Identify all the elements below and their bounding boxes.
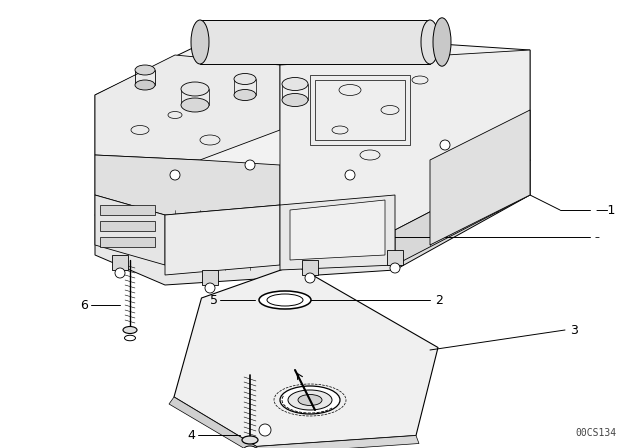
- Text: 2: 2: [435, 293, 443, 306]
- Ellipse shape: [433, 18, 451, 66]
- Polygon shape: [174, 265, 438, 447]
- Ellipse shape: [244, 446, 256, 448]
- Polygon shape: [395, 160, 530, 265]
- Polygon shape: [200, 20, 430, 64]
- Polygon shape: [202, 270, 218, 285]
- Polygon shape: [100, 237, 155, 247]
- Text: 3: 3: [570, 323, 578, 336]
- Ellipse shape: [298, 395, 322, 405]
- Polygon shape: [100, 205, 155, 215]
- Text: 6: 6: [80, 298, 88, 311]
- Polygon shape: [95, 155, 280, 215]
- Polygon shape: [112, 255, 128, 270]
- Polygon shape: [169, 397, 257, 448]
- Ellipse shape: [123, 327, 137, 333]
- Text: 00CS134: 00CS134: [575, 428, 616, 438]
- Circle shape: [115, 268, 125, 278]
- Ellipse shape: [181, 98, 209, 112]
- Polygon shape: [430, 110, 530, 245]
- Circle shape: [205, 283, 215, 293]
- Polygon shape: [95, 30, 530, 230]
- Polygon shape: [395, 160, 530, 270]
- Ellipse shape: [191, 20, 209, 64]
- Ellipse shape: [280, 386, 340, 414]
- Text: 5: 5: [210, 293, 218, 306]
- Circle shape: [170, 170, 180, 180]
- Circle shape: [305, 273, 315, 283]
- Polygon shape: [302, 260, 318, 275]
- Circle shape: [345, 170, 355, 180]
- Ellipse shape: [135, 80, 155, 90]
- Polygon shape: [280, 195, 395, 270]
- Circle shape: [390, 263, 400, 273]
- Text: 4: 4: [187, 428, 195, 441]
- Polygon shape: [95, 195, 165, 265]
- Ellipse shape: [181, 82, 209, 96]
- Ellipse shape: [282, 94, 308, 107]
- Circle shape: [245, 160, 255, 170]
- Polygon shape: [290, 200, 385, 260]
- Circle shape: [440, 140, 450, 150]
- Ellipse shape: [421, 20, 439, 64]
- Ellipse shape: [288, 390, 332, 410]
- Ellipse shape: [135, 65, 155, 75]
- Ellipse shape: [242, 436, 258, 444]
- Ellipse shape: [282, 78, 308, 90]
- Polygon shape: [95, 55, 280, 160]
- Text: –: –: [595, 232, 600, 242]
- Ellipse shape: [234, 73, 256, 85]
- Ellipse shape: [234, 90, 256, 100]
- Polygon shape: [257, 435, 419, 448]
- Polygon shape: [165, 205, 280, 275]
- Ellipse shape: [125, 335, 136, 341]
- Polygon shape: [100, 221, 155, 231]
- Ellipse shape: [259, 291, 311, 309]
- Circle shape: [259, 424, 271, 436]
- Polygon shape: [280, 50, 530, 230]
- Text: —1: —1: [595, 203, 616, 216]
- Polygon shape: [387, 250, 403, 265]
- Polygon shape: [95, 215, 395, 285]
